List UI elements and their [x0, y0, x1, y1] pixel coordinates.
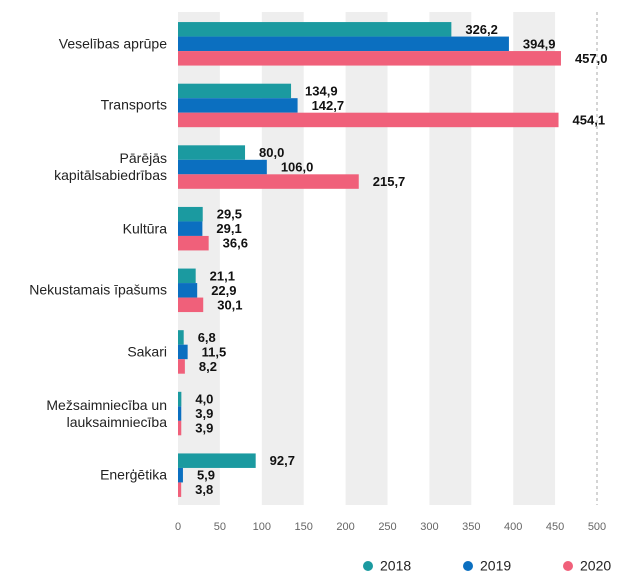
x-tick-label: 400 [504, 521, 522, 533]
y-tick-label: Pārējās kapitālsabiedrības [54, 150, 167, 184]
data-label: 3,8 [195, 482, 213, 497]
y-tick-label: Transports [100, 96, 167, 113]
data-label: 8,2 [199, 359, 217, 374]
bar [178, 467, 183, 483]
data-label: 21,1 [210, 268, 235, 283]
y-tick-label: Enerģētika [100, 466, 167, 483]
bar [178, 22, 452, 37]
data-label: 457,0 [575, 51, 608, 66]
y-tick-label: Veselības aprūpe [58, 35, 167, 52]
band [513, 12, 556, 505]
y-tick-label: Kultūra [122, 220, 167, 237]
bar [178, 112, 559, 128]
legend-label: 2020 [580, 558, 611, 574]
x-tick-label: 150 [295, 521, 313, 533]
x-tick-label: 0 [175, 521, 181, 533]
band [345, 12, 388, 505]
y-tick-label: Sakari [127, 343, 167, 360]
bar [178, 159, 267, 175]
bar [178, 344, 188, 360]
bar [178, 453, 256, 468]
bar [178, 359, 185, 374]
x-tick-label: 100 [253, 521, 271, 533]
x-tick-label: 250 [378, 521, 396, 533]
bar [178, 297, 204, 313]
bar [178, 283, 198, 298]
band [429, 12, 472, 505]
data-label: 394,9 [523, 36, 556, 51]
data-label: 142,7 [312, 98, 345, 113]
x-tick-label: 350 [462, 521, 480, 533]
bar [178, 482, 182, 497]
y-tick-label: Nekustamais īpašums [29, 281, 167, 298]
data-label: 80,0 [259, 145, 284, 160]
bar [178, 406, 182, 421]
bar [178, 420, 182, 436]
data-label: 134,9 [305, 83, 338, 98]
data-label: 326,2 [465, 22, 498, 37]
legend-marker [363, 561, 373, 571]
data-label: 36,6 [223, 236, 248, 251]
bar [178, 174, 359, 189]
bar [178, 83, 292, 99]
data-label: 30,1 [217, 297, 242, 312]
data-label: 29,1 [216, 221, 241, 236]
bar [178, 145, 246, 160]
bar [178, 330, 184, 345]
bar [178, 51, 561, 66]
x-tick-label: 500 [588, 521, 606, 533]
data-label: 22,9 [211, 283, 236, 298]
y-tick-label: Mežsaimniecība un lauksaimniecība [46, 396, 167, 430]
data-label: 29,5 [217, 207, 242, 222]
x-tick-label: 300 [420, 521, 438, 533]
bar [178, 268, 196, 284]
legend-label: 2019 [480, 558, 511, 574]
bar [178, 36, 509, 52]
data-label: 92,7 [270, 453, 295, 468]
data-label: 6,8 [198, 330, 216, 345]
data-label: 215,7 [373, 174, 406, 189]
x-tick-label: 50 [214, 521, 226, 533]
data-label: 454,1 [573, 112, 606, 127]
bar [178, 206, 203, 222]
x-tick-label: 450 [546, 521, 564, 533]
bar [178, 221, 203, 236]
legend-label: 2018 [380, 558, 411, 574]
bar [178, 235, 209, 251]
data-label: 4,0 [195, 392, 213, 407]
bar [178, 391, 182, 407]
legend-marker [563, 561, 573, 571]
data-label: 11,5 [202, 344, 227, 359]
x-tick-label: 200 [336, 521, 354, 533]
data-label: 5,9 [197, 468, 215, 483]
data-label: 3,9 [195, 406, 213, 421]
bar [178, 98, 298, 113]
data-label: 3,9 [195, 421, 213, 436]
legend-marker [463, 561, 473, 571]
data-label: 106,0 [281, 160, 314, 175]
